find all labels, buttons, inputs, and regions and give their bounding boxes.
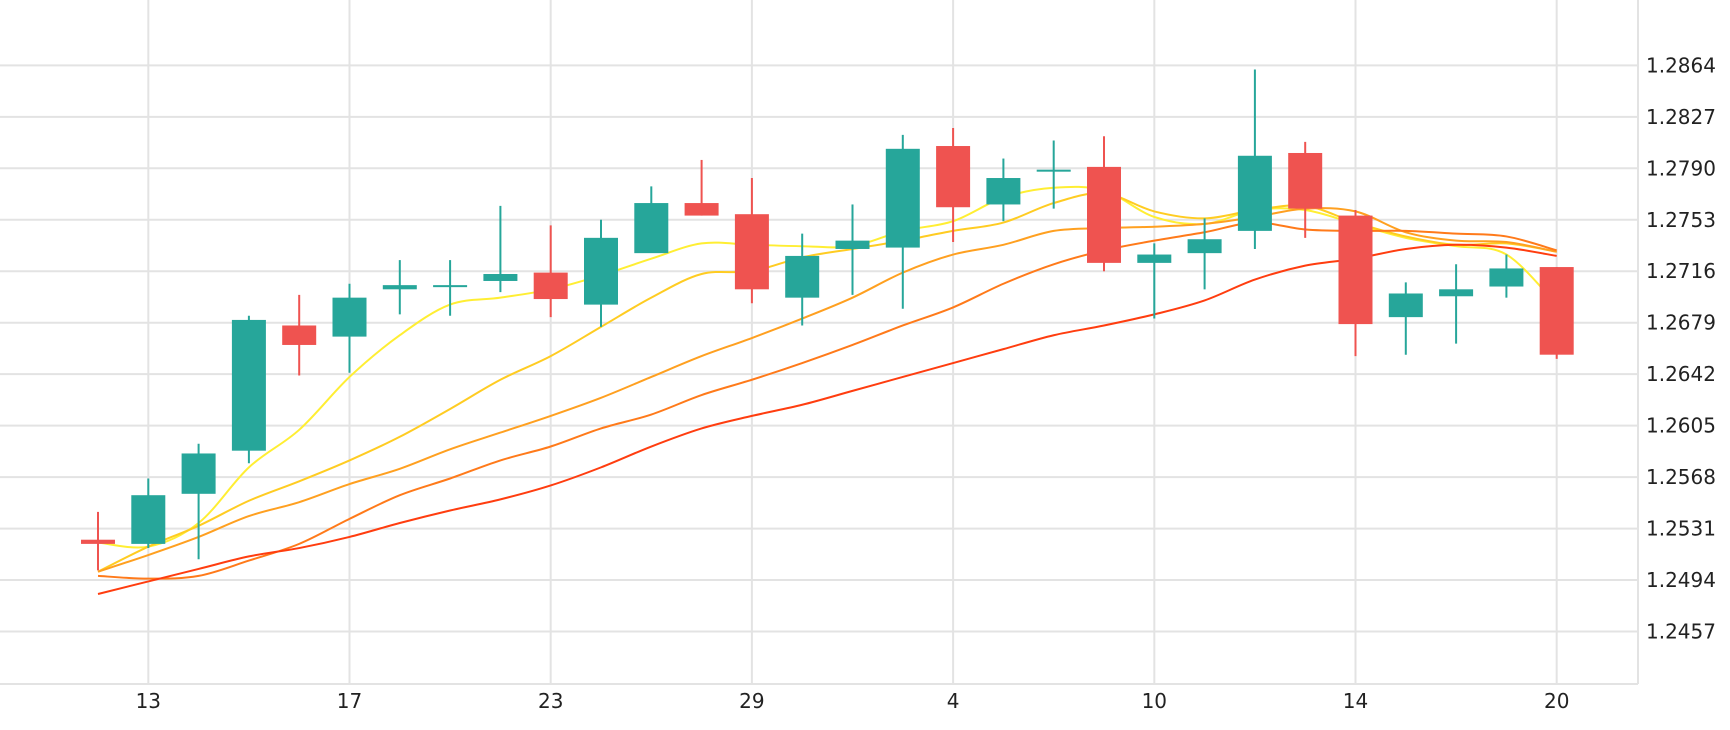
candle-body	[483, 274, 518, 281]
gridlines	[0, 0, 1639, 685]
candle-body	[584, 237, 618, 305]
candle-body	[1036, 169, 1071, 172]
moving-average-line-3	[97, 207, 1557, 573]
candle	[1489, 254, 1524, 298]
candle	[483, 205, 518, 293]
candle	[885, 134, 920, 309]
candle	[231, 315, 266, 464]
candle-body	[1137, 254, 1172, 263]
candle-body	[81, 539, 115, 544]
y-tick-label: 1.2790	[1646, 156, 1716, 180]
candle	[734, 178, 769, 304]
candle-body	[1288, 152, 1323, 209]
x-tick-label: 13	[136, 689, 161, 713]
x-axis: 13 17 23 29 4 10 14 20	[136, 689, 1570, 713]
y-axis: 1.2457 1.2494 1.2531 1.2568 1.2605 1.2642 1.26…	[1646, 53, 1716, 643]
candle-body	[433, 285, 468, 288]
candle	[1036, 140, 1071, 209]
y-tick-label: 1.2457	[1646, 620, 1716, 644]
candle-body	[1539, 267, 1574, 355]
y-tick-label: 1.2568	[1646, 465, 1716, 489]
candle-body	[332, 297, 367, 337]
candle	[1539, 267, 1574, 359]
candle	[986, 158, 1021, 222]
moving-average-line-4	[97, 221, 1557, 580]
y-tick-label: 1.2827	[1646, 105, 1716, 129]
x-tick-label: 10	[1142, 689, 1167, 713]
y-tick-label: 1.2605	[1646, 414, 1716, 438]
candle	[433, 260, 468, 316]
candle	[1087, 136, 1121, 272]
candle-body	[181, 453, 216, 494]
candle-body	[684, 203, 719, 216]
candle	[684, 159, 719, 216]
x-tick-label: 23	[538, 689, 563, 713]
candle	[382, 260, 417, 315]
candle	[1439, 264, 1474, 344]
candle	[785, 233, 820, 326]
candle	[81, 511, 115, 571]
moving-average-line-5	[97, 243, 1557, 595]
candle	[533, 225, 568, 318]
candle	[936, 127, 971, 243]
x-tick-label: 4	[947, 689, 960, 713]
y-tick-label: 1.2531	[1646, 517, 1716, 541]
candle-body	[1087, 166, 1121, 263]
x-tick-label: 17	[337, 689, 362, 713]
candle-body	[936, 146, 971, 208]
candle-body	[533, 272, 568, 300]
candle	[1237, 69, 1272, 249]
candle-body	[785, 255, 820, 298]
candles	[81, 69, 1574, 571]
candle	[835, 204, 870, 295]
moving-average-line-2	[97, 192, 1557, 573]
x-tick-label: 29	[739, 689, 764, 713]
candle-body	[634, 203, 669, 254]
candle	[131, 478, 166, 549]
moving-average-line-1	[97, 185, 1558, 549]
candle-body	[282, 325, 317, 345]
y-tick-label: 1.2494	[1646, 568, 1716, 592]
candle	[181, 443, 216, 560]
candle-body	[1489, 268, 1524, 287]
candle-body	[835, 240, 870, 249]
candle-body	[1388, 293, 1423, 318]
candle	[584, 219, 618, 327]
candle	[1338, 210, 1373, 357]
candle-body	[1237, 155, 1272, 231]
candle-body	[1187, 239, 1222, 254]
y-tick-label: 1.2753	[1646, 208, 1716, 232]
candle	[1187, 218, 1222, 290]
y-tick-label: 1.2716	[1646, 259, 1716, 283]
candle-body	[131, 495, 166, 544]
candle	[634, 186, 669, 254]
candle-body	[986, 178, 1021, 205]
candle	[1288, 141, 1323, 238]
y-tick-label: 1.2864	[1646, 53, 1716, 77]
candle	[282, 294, 317, 376]
y-tick-label: 1.2642	[1646, 362, 1716, 386]
candle-body	[1338, 215, 1373, 325]
candle	[1388, 282, 1423, 355]
moving-average-lines	[97, 185, 1558, 595]
candle-body	[382, 285, 417, 290]
candle-body	[734, 214, 769, 290]
x-tick-label: 20	[1544, 689, 1569, 713]
candle	[1137, 243, 1172, 319]
candle-body	[231, 319, 266, 451]
x-tick-label: 14	[1343, 689, 1368, 713]
y-tick-label: 1.2679	[1646, 311, 1716, 335]
candle	[332, 283, 367, 373]
candle-body	[1439, 289, 1474, 297]
candle-body	[885, 148, 920, 248]
